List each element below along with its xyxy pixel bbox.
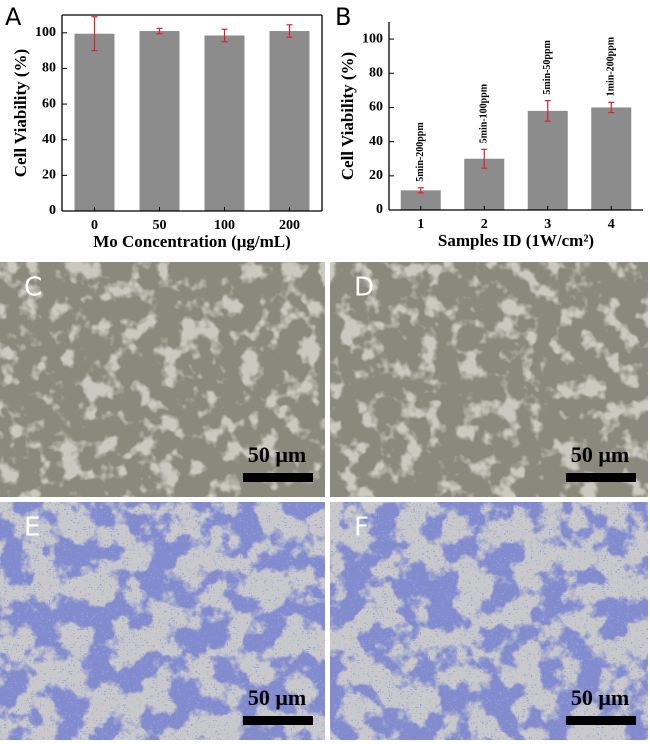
bar: [527, 110, 568, 210]
panel-label: A: [5, 3, 22, 31]
bar-annotation: 5min-50ppm: [542, 39, 553, 94]
bar: [74, 33, 115, 211]
scale-bar: [566, 716, 636, 725]
y-tick-label: 0: [376, 202, 383, 217]
bar: [400, 190, 441, 210]
x-axis-label: Samples ID (1W/cm²): [438, 231, 594, 250]
y-tick-label: 40: [42, 132, 56, 147]
y-tick-label: 20: [42, 168, 56, 183]
x-tick-label: 2: [481, 217, 488, 232]
panel-label: D: [354, 273, 374, 303]
x-tick-label: 0: [91, 218, 98, 233]
scale-bar-label: 50 μm: [571, 685, 629, 710]
scale-bar-label: 50 μm: [248, 442, 306, 467]
scale-bar: [243, 473, 313, 482]
scale-bar: [243, 716, 313, 725]
y-tick-label: 100: [362, 31, 383, 46]
bar-annotation: 1min-200ppm: [606, 36, 617, 96]
bar-annotation: 5min-200ppm: [415, 122, 426, 182]
scale-bar-label: 50 μm: [571, 442, 629, 467]
y-tick-label: 40: [369, 134, 383, 149]
x-tick-label: 4: [608, 217, 615, 232]
cell-speckle: [0, 502, 325, 740]
panel-label: C: [24, 273, 42, 303]
x-tick-label: 200: [279, 218, 300, 233]
x-axis-label: Mo Concentration (μg/mL): [93, 232, 291, 251]
y-tick-label: 100: [35, 25, 56, 40]
cell-texture: [0, 262, 325, 497]
y-tick-label: 80: [369, 65, 383, 80]
bar: [269, 31, 310, 212]
scale-bar: [566, 473, 636, 482]
y-tick-label: 0: [49, 203, 56, 218]
y-tick-label: 80: [42, 61, 56, 76]
scale-bar-label: 50 μm: [248, 685, 306, 710]
bar: [204, 35, 245, 212]
bar: [591, 107, 632, 210]
y-tick-label: 60: [369, 100, 383, 115]
cell-speckle: [330, 502, 648, 740]
y-axis-label: Cell Viability (%): [338, 52, 357, 180]
panel-label: E: [24, 513, 40, 543]
bar: [139, 31, 180, 212]
x-tick-label: 3: [544, 217, 551, 232]
y-tick-label: 20: [369, 168, 383, 183]
cell-texture: [330, 262, 648, 497]
y-axis-label: Cell Viability (%): [11, 49, 30, 177]
y-tick-label: 60: [42, 96, 56, 111]
panel-label: F: [354, 513, 369, 543]
x-tick-label: 50: [153, 218, 167, 233]
x-tick-label: 100: [214, 218, 235, 233]
panel-label: B: [335, 3, 351, 31]
x-tick-label: 1: [417, 217, 424, 232]
bar-annotation: 5min-100ppm: [479, 83, 490, 143]
